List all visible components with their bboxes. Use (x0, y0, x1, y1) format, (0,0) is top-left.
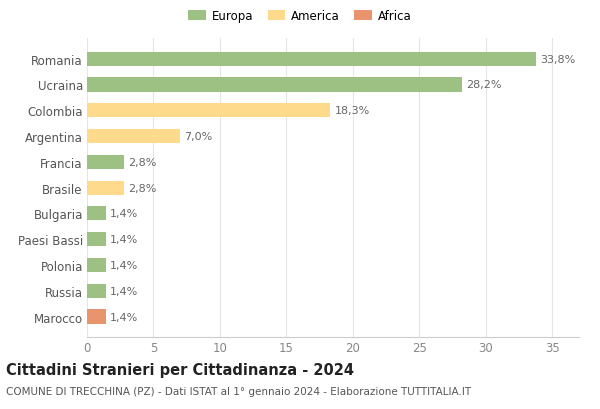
Bar (87, 104, 331, 118)
Bar (87, 130, 180, 144)
Text: 1,4%: 1,4% (110, 235, 138, 245)
Text: 18,3%: 18,3% (334, 106, 370, 116)
Bar (87, 284, 106, 298)
Bar (87, 207, 106, 221)
Text: COMUNE DI TRECCHINA (PZ) - Dati ISTAT al 1° gennaio 2024 - Elaborazione TUTTITAL: COMUNE DI TRECCHINA (PZ) - Dati ISTAT al… (6, 387, 471, 396)
Text: 1,4%: 1,4% (110, 286, 138, 296)
Legend: Europa, America, Africa: Europa, America, Africa (188, 10, 412, 23)
Text: 1,4%: 1,4% (110, 209, 138, 219)
Bar (87, 258, 106, 272)
Bar (87, 155, 124, 169)
Text: 33,8%: 33,8% (541, 54, 575, 65)
Text: 28,2%: 28,2% (466, 80, 502, 90)
Text: Cittadini Stranieri per Cittadinanza - 2024: Cittadini Stranieri per Cittadinanza - 2… (6, 362, 354, 377)
Text: 7,0%: 7,0% (184, 132, 212, 142)
Text: 2,8%: 2,8% (128, 157, 157, 167)
Bar (87, 52, 536, 67)
Bar (87, 78, 462, 92)
Text: 2,8%: 2,8% (128, 183, 157, 193)
Text: 1,4%: 1,4% (110, 312, 138, 322)
Bar (87, 181, 124, 195)
Bar (87, 233, 106, 247)
Text: 1,4%: 1,4% (110, 261, 138, 270)
Bar (87, 310, 106, 324)
